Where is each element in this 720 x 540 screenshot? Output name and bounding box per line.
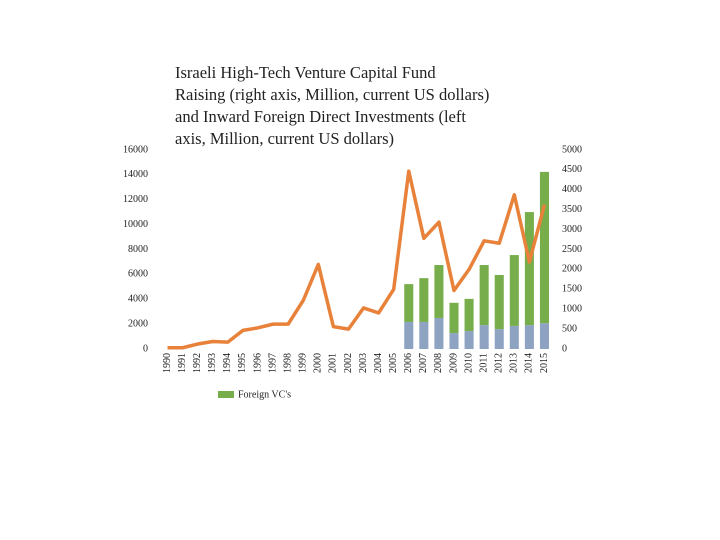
x-tick-label: 1998: [282, 353, 293, 373]
line: [167, 169, 547, 350]
y2-tick-label: 4000: [562, 184, 582, 195]
bar: [509, 255, 519, 326]
y2-tick-label: 2000: [562, 264, 582, 275]
chart-title: and Inward Foreign Direct Investments (l…: [175, 107, 466, 126]
bar: [419, 278, 429, 322]
bar: [464, 331, 474, 349]
x-tick-label: 2007: [418, 353, 429, 373]
x-tick-label: 2014: [524, 353, 535, 373]
y2-tick-label: 3000: [562, 224, 582, 235]
x-tick-label: 1996: [252, 353, 263, 373]
y2-tick-label: 0: [562, 343, 567, 354]
bar: [419, 321, 429, 349]
chart-title: axis, Million, current US dollars): [175, 129, 394, 148]
x-tick-label: 2001: [328, 353, 339, 373]
x-tick-label: 1997: [267, 353, 278, 373]
bar: [494, 329, 504, 349]
bar: [404, 321, 414, 349]
x-tick-label: 1999: [298, 353, 309, 373]
y2-tick-label: 4500: [562, 164, 582, 175]
bar: [539, 171, 549, 324]
x-tick-label: 2011: [478, 353, 489, 373]
x-tick-label: 1995: [237, 353, 248, 373]
x-tick-label: 1993: [207, 353, 218, 373]
y-tick-label: 0: [143, 343, 148, 354]
y2-tick-label: 3500: [562, 204, 582, 215]
bar: [539, 323, 549, 349]
bar: [449, 333, 459, 349]
chart-title: Raising (right axis, Million, current US…: [175, 85, 489, 104]
bar: [434, 317, 444, 349]
y-tick-label: 14000: [123, 169, 148, 180]
y-tick-label: 4000: [128, 294, 148, 305]
bar: [509, 325, 519, 349]
x-tick-label: 2003: [358, 353, 369, 373]
y2-tick-label: 5000: [562, 144, 582, 155]
bar: [479, 325, 489, 349]
y2-tick-label: 500: [562, 323, 577, 334]
y2-tick-label: 1000: [562, 303, 582, 314]
x-tick-label: 2005: [388, 353, 399, 373]
chart-title: Israeli High-Tech Venture Capital Fund: [175, 63, 436, 82]
x-tick-label: 2009: [448, 353, 459, 373]
bar: [464, 298, 474, 332]
legend-label: Foreign VC's: [238, 389, 291, 400]
y2-tick-label: 1500: [562, 284, 582, 295]
x-tick-label: 2006: [403, 353, 414, 373]
bar: [404, 284, 414, 322]
y-tick-label: 10000: [123, 219, 148, 230]
x-tick-label: 2015: [539, 353, 550, 373]
x-tick-label: 1992: [192, 353, 203, 373]
x-tick-label: 1990: [162, 353, 173, 373]
x-tick-label: 2004: [373, 353, 384, 373]
x-tick-label: 2002: [343, 353, 354, 373]
x-tick-label: 2010: [463, 353, 474, 373]
x-tick-label: 2012: [494, 353, 505, 373]
y-tick-label: 2000: [128, 318, 148, 329]
x-tick-label: 1994: [222, 353, 233, 373]
x-tick-label: 2013: [509, 353, 520, 373]
bar: [479, 265, 489, 326]
legend-swatch: [218, 391, 234, 398]
y2-tick-label: 2500: [562, 244, 582, 255]
bar: [494, 274, 504, 330]
y-tick-label: 12000: [123, 194, 148, 205]
bar: [434, 265, 444, 318]
y-tick-label: 8000: [128, 244, 148, 255]
y-tick-label: 6000: [128, 269, 148, 280]
x-tick-label: 2008: [433, 353, 444, 373]
bar: [524, 325, 534, 349]
bar: [524, 212, 534, 326]
x-tick-label: 1991: [177, 353, 188, 373]
bar: [449, 302, 459, 334]
x-tick-label: 2000: [313, 353, 324, 373]
y-tick-label: 16000: [123, 144, 148, 155]
